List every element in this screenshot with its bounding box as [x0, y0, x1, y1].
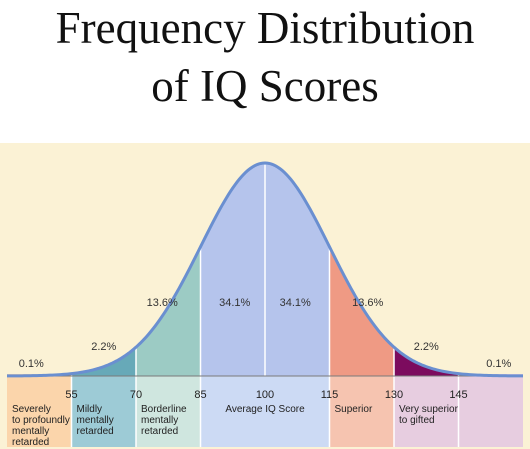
- category-label-1-line-1: mentally: [77, 415, 114, 426]
- category-label-2-line-0: Borderline: [141, 404, 187, 415]
- percent-label-0: 0.1%: [19, 358, 44, 370]
- category-label-2-line-2: retarded: [141, 426, 178, 437]
- percent-label-6: 2.2%: [414, 341, 439, 353]
- category-label-1-line-0: Mildly: [77, 404, 103, 415]
- category-label-bg-3: [200, 374, 265, 447]
- category-label-2-line-1: mentally: [141, 415, 178, 426]
- percent-label-3: 34.1%: [219, 297, 250, 309]
- percent-label-4: 34.1%: [280, 297, 311, 309]
- chart-title-line-2: of IQ Scores: [151, 61, 379, 111]
- category-label-bg-2: [136, 374, 201, 447]
- tick-label-70: 70: [130, 389, 142, 401]
- category-label-bg-0: [7, 374, 72, 447]
- tick-label-100: 100: [256, 389, 274, 401]
- percent-label-7: 0.1%: [486, 358, 511, 370]
- tick-label-145: 145: [449, 389, 467, 401]
- tick-label-55: 55: [65, 389, 77, 401]
- tick-label-115: 115: [321, 389, 339, 401]
- tick-label-130: 130: [385, 389, 403, 401]
- percent-label-2: 13.6%: [147, 297, 178, 309]
- category-label-bg-7: [458, 374, 523, 447]
- percent-label-5: 13.6%: [352, 297, 383, 309]
- category-label-0-line-0: Severely: [12, 404, 51, 415]
- tick-label-85: 85: [194, 389, 206, 401]
- category-label-bg-6: [394, 374, 459, 447]
- category-label-bg-1: [71, 374, 136, 447]
- category-label-0-line-3: retarded: [12, 437, 49, 448]
- band-area-6: [394, 347, 459, 376]
- category-label-0-line-2: mentally: [12, 426, 49, 437]
- category-label-3-line-0: Average IQ Score: [225, 404, 305, 415]
- iq-distribution-chart: 0.1% 2.2% 13.6% 34.1% 34.1% 13.6% 2.2% 0.1% 55 7…: [0, 143, 530, 449]
- bell-curve-line: [6, 161, 524, 378]
- category-label-0-line-1: to profoundly: [12, 415, 70, 426]
- band-area-1: [71, 347, 136, 376]
- category-label-6-line-1: to gifted: [399, 415, 435, 426]
- percent-label-1: 2.2%: [91, 341, 116, 353]
- category-label-1-line-2: retarded: [77, 426, 114, 437]
- category-label-6-line-0: Very superior: [399, 404, 459, 415]
- chart-title-line-1: Frequency Distribution: [55, 3, 475, 53]
- category-label-5-line-0: Superior: [335, 404, 373, 415]
- category-label-bg-5: [329, 374, 394, 447]
- category-label-bg-4: [265, 374, 330, 447]
